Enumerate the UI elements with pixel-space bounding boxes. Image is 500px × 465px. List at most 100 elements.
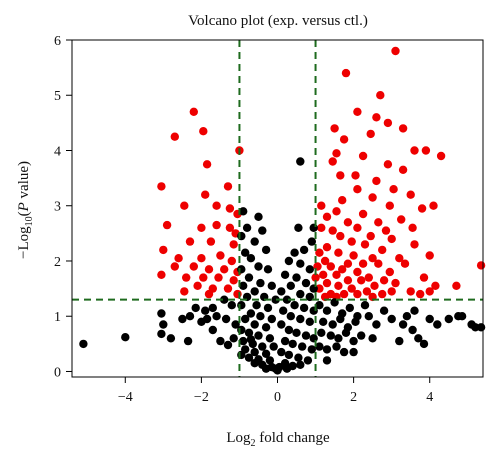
significant-point [353, 185, 362, 194]
nonsignificant-point [328, 320, 337, 329]
x-tick-label: −2 [194, 390, 209, 405]
significant-point [322, 278, 332, 288]
significant-point [353, 107, 362, 117]
significant-point [311, 273, 320, 282]
nonsignificant-point [301, 331, 311, 340]
significant-point [391, 46, 400, 56]
nonsignificant-point [265, 334, 275, 343]
nonsignificant-point [419, 339, 429, 349]
nonsignificant-point [319, 317, 328, 326]
nonsignificant-point [239, 207, 248, 216]
nonsignificant-point [322, 345, 332, 354]
nonsignificant-point [280, 336, 290, 346]
significant-point [343, 259, 353, 268]
significant-point [202, 160, 212, 169]
nonsignificant-point [277, 320, 286, 329]
nonsignificant-point [387, 314, 396, 324]
nonsignificant-point [208, 325, 217, 335]
significant-point [189, 262, 198, 271]
significant-point [338, 265, 347, 274]
nonsignificant-point [444, 314, 453, 324]
nonsignificant-point [246, 309, 256, 318]
nonsignificant-point [241, 314, 250, 324]
significant-point [406, 190, 415, 199]
y-tick-label: 5 [54, 89, 61, 104]
nonsignificant-point [242, 223, 252, 232]
nonsignificant-point [288, 339, 297, 349]
significant-point [170, 262, 179, 271]
nonsignificant-point [261, 349, 271, 358]
nonsignificant-point [280, 270, 290, 279]
significant-point [398, 124, 408, 133]
significant-point [199, 273, 208, 282]
significant-point [317, 201, 326, 210]
nonsignificant-point [282, 364, 292, 373]
nonsignificant-point [261, 364, 271, 373]
nonsignificant-point [263, 303, 273, 313]
nonsignificant-point [239, 336, 248, 346]
nonsignificant-point [223, 340, 233, 350]
nonsignificant-point [282, 295, 292, 304]
nonsignificant-point [334, 334, 343, 343]
nonsignificant-point [286, 312, 295, 321]
significant-point [223, 284, 233, 293]
significant-point [336, 231, 345, 241]
significant-point [362, 287, 372, 296]
significant-point [334, 248, 343, 257]
significant-point [366, 231, 375, 241]
significant-point [206, 237, 216, 246]
nonsignificant-point [254, 262, 263, 271]
nonsignificant-point [315, 342, 324, 351]
nonsignificant-point [121, 333, 130, 342]
significant-point [358, 151, 368, 161]
significant-point [322, 212, 332, 221]
nonsignificant-point [296, 259, 305, 268]
significant-point [315, 248, 324, 257]
nonsignificant-point [254, 331, 263, 340]
nonsignificant-point [246, 335, 256, 344]
significant-point [343, 276, 353, 285]
significant-point [366, 129, 375, 139]
nonsignificant-point [299, 303, 309, 313]
nonsignificant-point [267, 281, 276, 290]
significant-point [227, 256, 236, 266]
significant-point [212, 201, 221, 210]
nonsignificant-point [221, 314, 231, 324]
nonsignificant-point [159, 320, 168, 329]
significant-point [216, 251, 225, 260]
nonsignificant-point [212, 312, 221, 321]
significant-point [197, 223, 206, 232]
significant-point [383, 118, 393, 128]
nonsignificant-point [296, 314, 305, 324]
nonsignificant-point [301, 278, 311, 288]
significant-point [162, 220, 172, 230]
significant-point [378, 245, 387, 255]
significant-point [385, 267, 394, 277]
nonsignificant-point [267, 314, 276, 324]
nonsignificant-point [292, 328, 301, 337]
nonsignificant-point [433, 320, 442, 329]
nonsignificant-point [309, 284, 318, 293]
nonsignificant-point [250, 320, 259, 329]
significant-point [358, 259, 368, 268]
significant-point [368, 193, 377, 202]
significant-point [351, 171, 360, 180]
significant-point [416, 289, 425, 299]
significant-point [223, 182, 233, 191]
significant-point [326, 262, 335, 271]
significant-point [387, 234, 396, 244]
significant-point [387, 287, 396, 296]
nonsignificant-point [256, 312, 265, 321]
significant-point [199, 127, 208, 136]
nonsignificant-point [183, 336, 193, 346]
nonsignificant-point [398, 320, 408, 329]
nonsignificant-point [246, 254, 256, 263]
significant-point [358, 209, 368, 219]
nonsignificant-point [202, 314, 212, 324]
significant-point [417, 204, 427, 213]
nonsignificant-point [250, 237, 259, 246]
significant-point [229, 240, 238, 249]
significant-point [364, 273, 373, 282]
significant-point [170, 132, 179, 141]
nonsignificant-point [402, 312, 412, 321]
